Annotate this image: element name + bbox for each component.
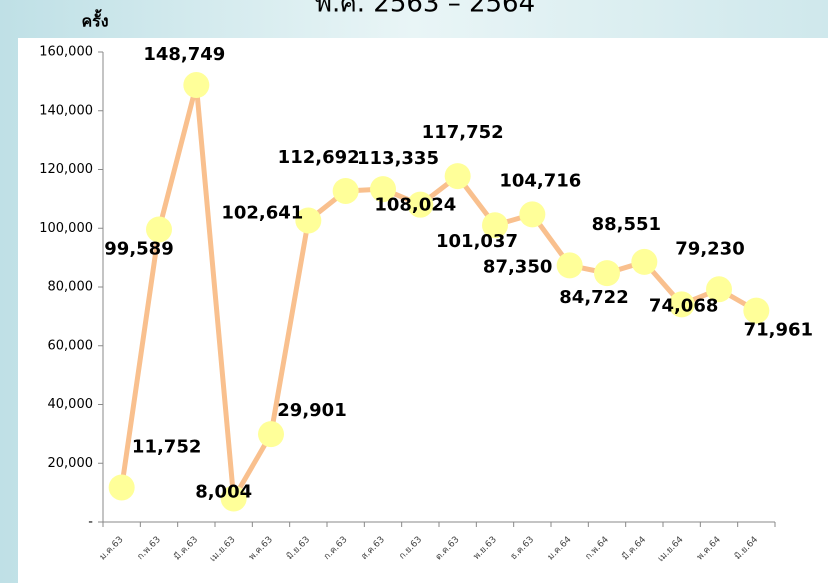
data-label: 108,024 <box>374 195 456 216</box>
y-tick-label: 160,000 <box>39 45 93 60</box>
y-tick-label: 120,000 <box>39 162 93 177</box>
marker <box>146 216 172 243</box>
marker <box>295 207 322 234</box>
data-label: 117,752 <box>422 122 504 143</box>
marker <box>594 260 620 287</box>
marker <box>258 421 284 448</box>
marker <box>370 176 396 203</box>
y-tick-label: - <box>88 515 93 530</box>
data-label: 8,004 <box>195 481 252 502</box>
data-label: 87,350 <box>483 256 552 277</box>
marker <box>668 291 695 318</box>
marker <box>631 248 658 275</box>
marker <box>332 177 359 204</box>
y-tick-label: 100,000 <box>39 221 93 236</box>
marker <box>743 297 770 324</box>
data-label: 101,037 <box>436 231 518 252</box>
data-label: 113,335 <box>357 148 439 169</box>
marker <box>407 191 434 218</box>
data-label: 29,901 <box>277 400 346 421</box>
marker <box>556 252 583 279</box>
marker <box>482 212 508 239</box>
data-label: 74,068 <box>649 295 718 316</box>
y-tick-label: 40,000 <box>48 397 94 412</box>
marker <box>220 485 247 512</box>
marker <box>706 276 732 303</box>
data-label: 11,752 <box>132 436 201 457</box>
data-label: 102,641 <box>221 202 303 223</box>
y-tick-label: 140,000 <box>39 103 93 118</box>
data-label: 79,230 <box>675 238 744 259</box>
data-label: 99,589 <box>104 238 173 259</box>
data-label: 88,551 <box>592 214 661 235</box>
marker <box>183 72 210 99</box>
data-label: 112,692 <box>278 147 360 168</box>
data-label: 104,716 <box>499 170 581 191</box>
data-label: 148,749 <box>143 44 225 65</box>
y-tick-label: 20,000 <box>48 456 94 471</box>
data-label: 71,961 <box>744 320 813 341</box>
marker <box>519 201 546 228</box>
marker <box>444 163 471 190</box>
marker <box>108 474 135 501</box>
data-label: 84,722 <box>559 287 628 308</box>
y-tick-label: 60,000 <box>48 338 94 353</box>
chart-title: พ.ศ. 2563 – 2564 <box>315 0 535 19</box>
y-tick-label: 80,000 <box>48 280 94 295</box>
y-axis-label: ครั้ง <box>81 9 108 31</box>
